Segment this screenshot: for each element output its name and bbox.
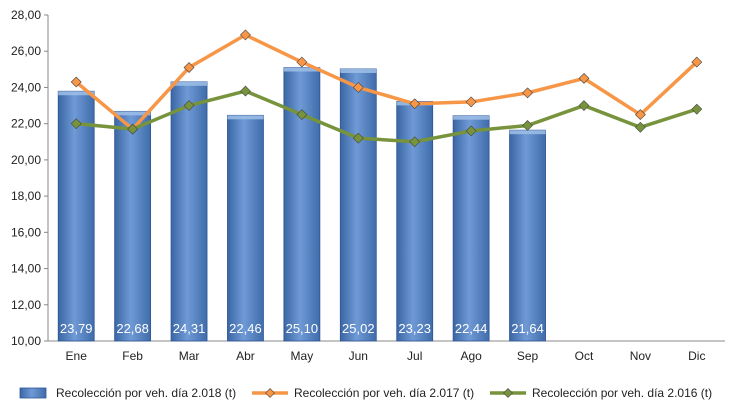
bar-data-label: 22,44: [455, 321, 488, 336]
legend-marker: [503, 388, 513, 398]
bar-data-label: 23,23: [398, 321, 431, 336]
series-point: [522, 120, 533, 131]
x-tick-label: Ene: [66, 349, 88, 363]
legend-label: Recolección por veh. día 2.018 (t): [56, 386, 236, 400]
bar-top-highlight: [340, 68, 377, 73]
legend-label: Recolección por veh. día 2.016 (t): [532, 386, 712, 400]
series-point: [634, 109, 646, 121]
bar-data-label: 22,68: [116, 321, 149, 336]
series-point: [183, 100, 195, 111]
y-tick-label: 24,00: [11, 80, 41, 94]
x-tick-label: Jul: [407, 349, 422, 363]
legend-swatch: [19, 387, 47, 399]
x-tick-label: Jun: [349, 349, 368, 363]
legend-marker: [265, 388, 275, 398]
bar-top-highlight: [509, 130, 546, 135]
series-point: [465, 125, 477, 137]
y-tick-label: 14,00: [11, 262, 41, 276]
bar-data-label: 22,46: [229, 321, 262, 336]
series-line: [75, 33, 698, 131]
x-tick-label: Mar: [179, 349, 200, 363]
line-series: [70, 29, 703, 148]
y-tick-label: 20,00: [11, 153, 41, 167]
series-point: [465, 96, 477, 108]
series-point: [691, 56, 703, 68]
series-point: [578, 100, 590, 111]
bar-top-highlight: [227, 115, 264, 120]
bar-top-highlight: [58, 91, 95, 96]
series-line: [76, 89, 698, 144]
x-tick-label: Abr: [236, 349, 255, 363]
bar: [339, 68, 377, 342]
y-tick-label: 16,00: [11, 225, 41, 239]
axes: 10,00 12,00 14,00 16,00 18,00 20,00 22,00 24,00…: [11, 8, 725, 363]
x-tick-label: Sep: [517, 349, 539, 363]
bar: [170, 81, 208, 342]
bar-data-label: 23,79: [60, 321, 93, 336]
series-point: [352, 132, 364, 144]
legend: Recolección por veh. día 2.018 (t) Recole…: [19, 386, 712, 400]
series-point: [691, 103, 703, 115]
bar: [114, 110, 152, 342]
x-tick-label: Nov: [630, 349, 651, 363]
legend-label: Recolección por veh. día 2.017 (t): [294, 386, 474, 400]
bar: [452, 115, 490, 342]
series-point: [634, 121, 646, 133]
series-point: [352, 82, 364, 93]
y-tick-label: 10,00: [11, 334, 41, 348]
bar-top-highlight: [453, 115, 490, 120]
series-point: [409, 98, 421, 110]
bar-top-highlight: [283, 67, 320, 72]
bar-data-label: 21,64: [511, 321, 544, 336]
bar-data-label: 25,02: [342, 321, 375, 336]
series-point: [522, 87, 533, 99]
series-point: [183, 62, 195, 73]
series-point: [296, 56, 308, 68]
bar-series: 23,79 22,68 24,31 22,46 25,10 25,02 23,23 22,44…: [57, 67, 546, 342]
y-tick-label: 26,00: [11, 44, 41, 58]
series-point: [409, 136, 421, 148]
x-tick-label: May: [291, 349, 314, 363]
x-tick-label: Ago: [460, 349, 482, 363]
series-point: [240, 85, 251, 97]
x-tick-label: Dic: [688, 349, 705, 363]
x-tick-label: Feb: [122, 349, 143, 363]
series-point: [296, 109, 308, 121]
series-point: [70, 76, 82, 88]
bar: [509, 129, 546, 342]
bar-data-label: 24,31: [173, 321, 206, 336]
y-tick-label: 22,00: [11, 117, 41, 131]
bar: [57, 90, 95, 342]
x-tick-label: Oct: [575, 349, 594, 363]
y-tick-label: 18,00: [11, 189, 41, 203]
series-point: [578, 72, 590, 84]
series-point: [240, 29, 251, 41]
y-tick-label: 12,00: [11, 298, 41, 312]
bar-data-label: 25,10: [286, 321, 319, 336]
series-point: [70, 118, 82, 130]
bar: [227, 114, 264, 342]
bar-top-highlight: [114, 111, 151, 116]
y-tick-label: 28,00: [11, 8, 41, 22]
series-point: [127, 123, 139, 135]
bar-top-highlight: [171, 81, 208, 86]
